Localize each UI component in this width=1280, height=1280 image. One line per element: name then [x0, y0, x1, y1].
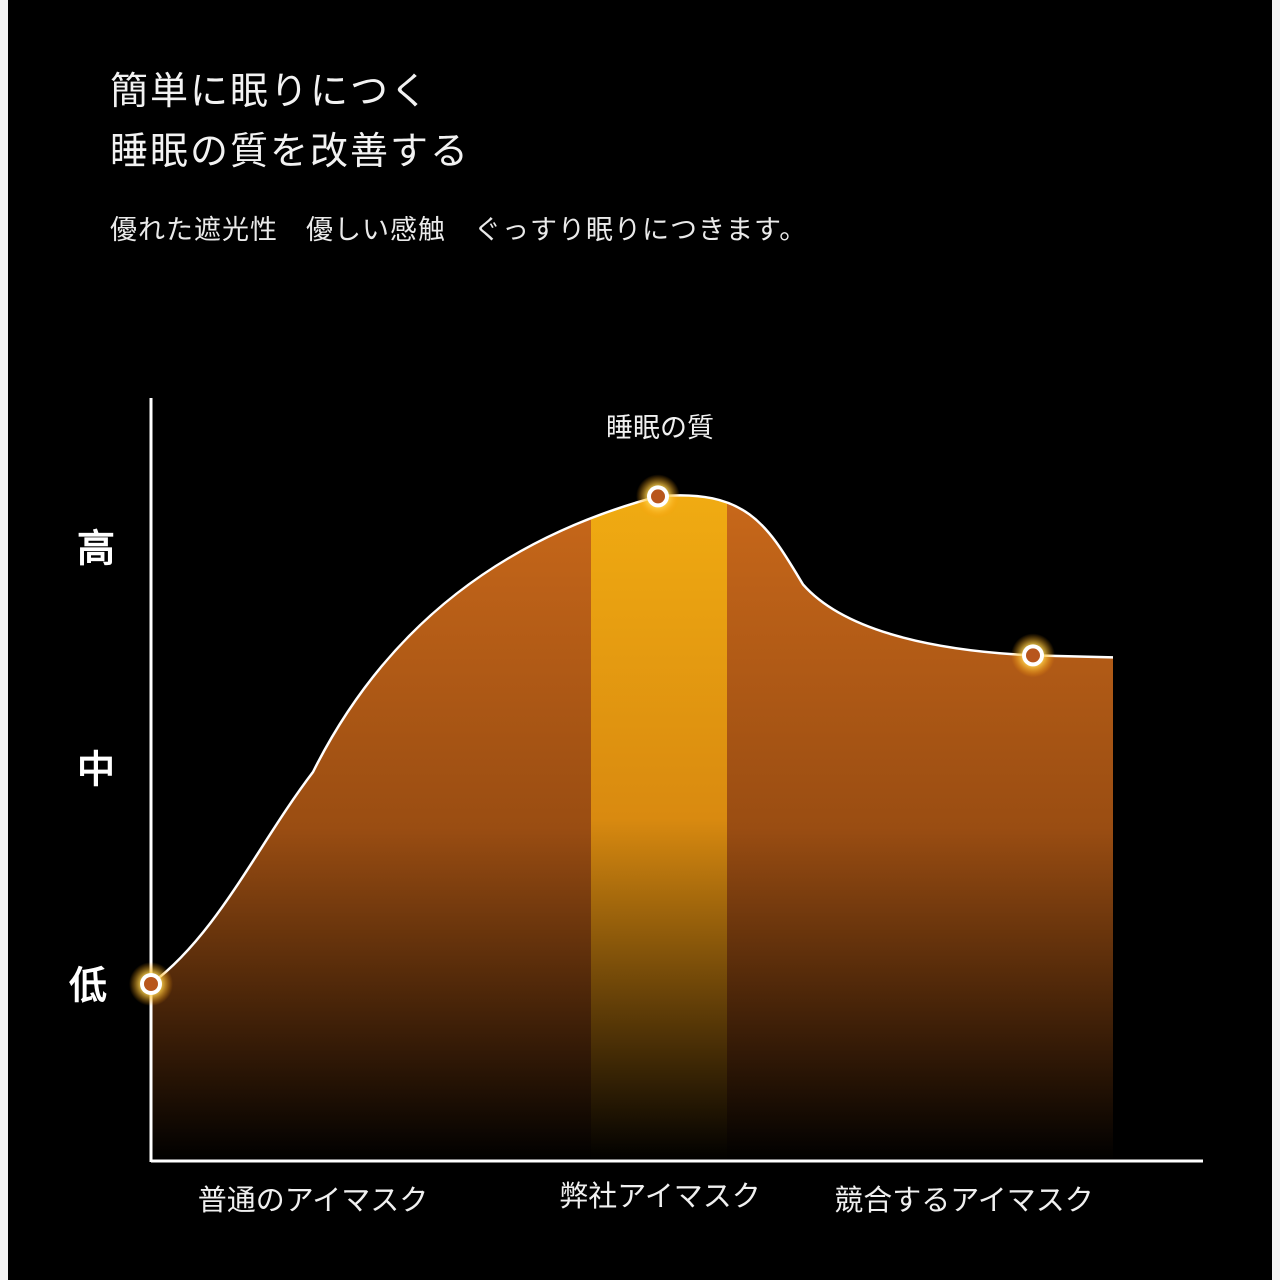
title-line-1: 簡単に眠りにつく	[110, 69, 431, 113]
data-point	[651, 489, 665, 504]
data-point	[1026, 648, 1040, 663]
y-tick-high: 高	[77, 527, 115, 571]
page: 簡単に眠りにつく 睡眠の質を改善する 優れた遮光性 優しい感触 ぐっすり眠りにつ…	[8, 0, 1272, 1280]
y-tick-low: 低	[69, 964, 107, 1008]
sleep-quality-chart: 高 中 低 普通のアイマスク 弊社アイマスク 競合するアイマスク 睡眠の質	[69, 398, 1203, 1217]
x-label-normal: 普通のアイマスク	[198, 1183, 429, 1217]
data-point	[144, 977, 158, 991]
x-label-competitor: 競合するアイマスク	[834, 1183, 1094, 1217]
annotation-sleep-quality: 睡眠の質	[606, 413, 714, 444]
highlight-band	[591, 495, 727, 1161]
title-line-2: 睡眠の質を改善する	[110, 129, 471, 173]
y-tick-mid: 中	[77, 748, 115, 792]
x-label-ours: 弊社アイマスク	[559, 1179, 761, 1213]
subtitle: 優れた遮光性 優しい感触 ぐっすり眠りにつきます。	[110, 215, 808, 246]
series-line	[150, 494, 1114, 986]
